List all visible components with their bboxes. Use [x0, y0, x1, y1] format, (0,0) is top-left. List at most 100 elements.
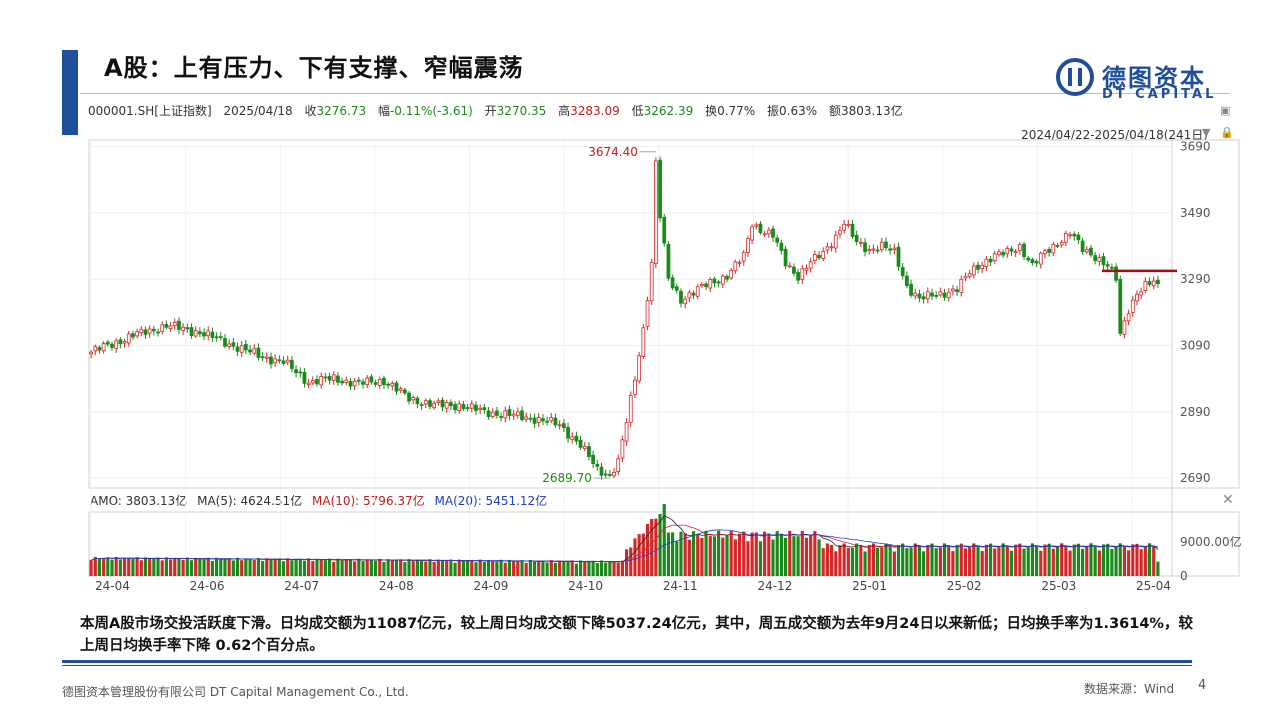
- candle-body: [432, 402, 437, 409]
- volume-bar: [951, 551, 955, 576]
- candle-body: [582, 446, 587, 450]
- volume-bar: [742, 531, 746, 576]
- candle-body: [1126, 313, 1131, 322]
- candle-body: [746, 238, 750, 253]
- volume-bar: [1060, 543, 1064, 576]
- candle-body: [1043, 250, 1047, 255]
- volume-bar: [486, 560, 491, 576]
- price-panel-frame: [88, 139, 1240, 489]
- candle-body: [202, 332, 206, 337]
- volume-bar: [1118, 543, 1122, 576]
- volume-bar: [1156, 561, 1160, 576]
- candle-body: [913, 292, 918, 297]
- volume-bar: [1039, 550, 1043, 576]
- volume-bar: [440, 560, 445, 576]
- candle-body: [139, 328, 144, 334]
- volume-bar: [704, 530, 708, 576]
- candle-body: [666, 243, 671, 279]
- volume-bar: [1022, 548, 1026, 576]
- candle-body: [131, 333, 135, 338]
- candle-body: [369, 376, 374, 383]
- volume-bar: [922, 551, 926, 576]
- candle-body: [1143, 281, 1148, 291]
- volume-bar: [645, 524, 650, 576]
- candle-body: [1089, 247, 1093, 256]
- volume-bar: [1072, 544, 1076, 576]
- candle-body: [126, 333, 131, 344]
- candle-body: [917, 293, 922, 299]
- candle-body: [1080, 240, 1085, 252]
- time-tick-label: 24-12: [757, 579, 792, 593]
- time-tick-label: 24-04: [95, 579, 130, 593]
- candle-body: [750, 226, 754, 241]
- close-icon[interactable]: ✕: [1222, 492, 1234, 508]
- candle-body: [1076, 234, 1081, 241]
- candle-body: [725, 275, 729, 280]
- candle-body: [549, 417, 554, 422]
- candle-body: [444, 402, 449, 409]
- candle-body: [503, 410, 508, 419]
- volume-bar: [587, 561, 591, 576]
- volume-bar: [340, 560, 344, 576]
- volume-bar: [1064, 545, 1068, 576]
- volume-bar: [323, 560, 327, 576]
- volume-bar: [357, 558, 361, 576]
- volume-bar: [106, 557, 110, 576]
- candle-body: [193, 330, 198, 337]
- candle-body: [633, 379, 637, 395]
- volume-bar: [574, 563, 578, 576]
- volume-bar: [353, 561, 357, 576]
- volume-bar: [909, 547, 913, 576]
- volume-bar: [792, 536, 796, 576]
- time-tick-label: 25-01: [852, 579, 887, 593]
- volume-bar: [926, 544, 930, 576]
- volume-bar: [164, 557, 168, 576]
- company-logo: 德图资本 DT CAPITAL: [1056, 58, 1226, 102]
- candle-body: [729, 269, 734, 279]
- volume-bar: [817, 539, 821, 576]
- volume-bar: [620, 560, 624, 576]
- volume-bar: [850, 548, 855, 576]
- volume-bar: [700, 537, 704, 576]
- volume-bar: [411, 561, 415, 576]
- volume-ma5: MA(5): 4624.51亿: [197, 494, 303, 508]
- time-tick-label: 24-10: [568, 579, 603, 593]
- volume-bar: [173, 558, 177, 576]
- volume-bar: [185, 557, 189, 576]
- candle-body: [189, 327, 194, 336]
- candle-body: [160, 324, 165, 333]
- lock-icon[interactable]: 🔒: [1220, 126, 1234, 139]
- candle-body: [662, 216, 667, 244]
- candle-body: [227, 343, 232, 347]
- candle-body: [838, 230, 842, 235]
- volume-bar: [127, 557, 131, 576]
- volume-tick-label: 9000.00亿: [1180, 534, 1242, 549]
- candle-body: [783, 248, 788, 267]
- volume-bar: [457, 559, 461, 576]
- volume-bar: [399, 559, 403, 576]
- volume-bar: [729, 531, 733, 576]
- volume-bar: [252, 559, 256, 576]
- volume-bar: [750, 532, 754, 576]
- export-icon[interactable]: ▣: [1220, 104, 1231, 117]
- volume-bar: [516, 561, 520, 576]
- candle-body: [570, 436, 575, 440]
- candle-body: [93, 346, 98, 352]
- candle-body: [829, 246, 834, 249]
- candle-body: [306, 382, 311, 386]
- volume-bar: [800, 530, 804, 576]
- candle-body: [997, 251, 1001, 256]
- volume-bar: [917, 545, 922, 576]
- volume-bar: [767, 533, 771, 576]
- candle-body: [541, 418, 545, 422]
- candle-body: [1135, 293, 1139, 302]
- candle-body: [766, 229, 771, 235]
- candle-body: [846, 224, 851, 227]
- volume-legend: AMO: 3803.13亿 MA(5): 4624.51亿 MA(10): 57…: [90, 492, 553, 509]
- chevron-down-icon[interactable]: ▼: [1202, 126, 1211, 139]
- volume-bar: [470, 559, 474, 576]
- volume-bar: [89, 560, 93, 576]
- candle-body: [708, 279, 713, 289]
- volume-bar: [1152, 545, 1156, 576]
- candle-body: [787, 265, 792, 268]
